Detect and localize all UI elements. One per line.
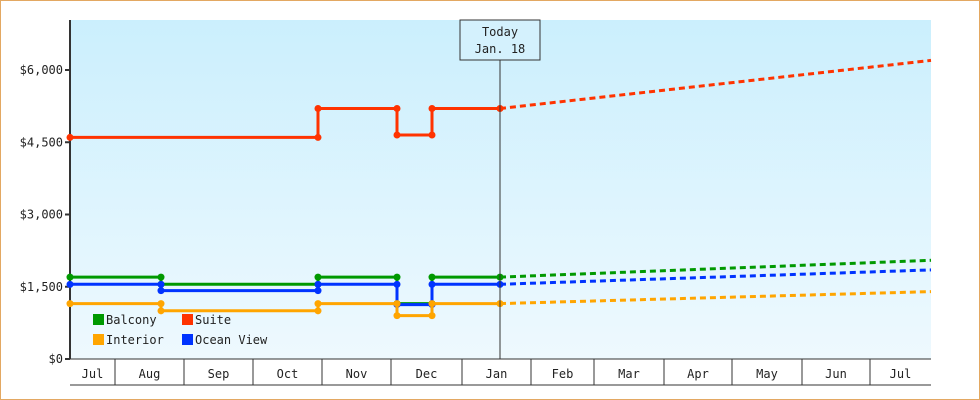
- legend-item-balcony[interactable]: Balcony: [93, 313, 157, 327]
- y-tick-label: $6,000: [20, 63, 63, 77]
- data-point[interactable]: [157, 280, 165, 288]
- month-label: Oct: [277, 367, 299, 381]
- month-label: Nov: [346, 367, 368, 381]
- data-point[interactable]: [314, 287, 322, 295]
- month-label: Aug: [139, 367, 161, 381]
- data-point[interactable]: [314, 105, 322, 113]
- data-point[interactable]: [428, 280, 436, 288]
- legend-swatch-icon: [93, 314, 104, 325]
- legend: Balcony Suite Interior Ocean View: [93, 313, 268, 347]
- today-label: Today: [482, 25, 518, 39]
- legend-label: Suite: [195, 313, 231, 327]
- y-tick-label: $3,000: [20, 208, 63, 222]
- y-tick-label: $4,500: [20, 135, 63, 149]
- month-label: Apr: [687, 367, 709, 381]
- data-point[interactable]: [314, 273, 322, 281]
- data-point[interactable]: [428, 300, 436, 308]
- y-tick-label: $1,500: [20, 280, 63, 294]
- data-point[interactable]: [314, 133, 322, 141]
- data-point[interactable]: [428, 273, 436, 281]
- data-point[interactable]: [66, 300, 74, 308]
- month-label: May: [756, 367, 778, 381]
- legend-label: Interior: [106, 333, 164, 347]
- data-point[interactable]: [393, 300, 401, 308]
- projected-line: [499, 268, 932, 286]
- month-label: Jan: [486, 367, 508, 381]
- series-suite: [66, 58, 932, 141]
- data-point[interactable]: [314, 307, 322, 315]
- month-label: Jul: [890, 367, 912, 381]
- legend-swatch-icon: [182, 314, 193, 325]
- historical-line: [70, 107, 500, 139]
- month-label: Dec: [416, 367, 438, 381]
- historical-line: [70, 302, 500, 318]
- data-point[interactable]: [393, 105, 401, 113]
- y-tick-label: $0: [49, 352, 63, 366]
- data-point[interactable]: [157, 307, 165, 315]
- data-point[interactable]: [314, 300, 322, 308]
- data-point[interactable]: [393, 131, 401, 139]
- today-box: [459, 19, 541, 61]
- legend-label: Ocean View: [195, 333, 268, 347]
- data-point[interactable]: [66, 273, 74, 281]
- month-label: Mar: [618, 367, 640, 381]
- today-marker: Today Jan. 18: [459, 19, 541, 359]
- month-label: Feb: [552, 367, 574, 381]
- legend-label: Balcony: [106, 313, 157, 327]
- legend-swatch-icon: [182, 334, 193, 345]
- month-label: Sep: [208, 367, 230, 381]
- legend-swatch-icon: [93, 334, 104, 345]
- legend-item-ocean-view[interactable]: Ocean View: [182, 333, 268, 347]
- today-date: Jan. 18: [475, 42, 526, 56]
- data-point[interactable]: [157, 300, 165, 308]
- projected-line: [499, 58, 932, 110]
- projected-line: [499, 258, 932, 279]
- data-point[interactable]: [157, 273, 165, 281]
- month-label: Jul: [82, 367, 104, 381]
- data-point[interactable]: [66, 133, 74, 141]
- data-point[interactable]: [393, 280, 401, 288]
- legend-item-suite[interactable]: Suite: [182, 313, 231, 327]
- data-point[interactable]: [314, 280, 322, 288]
- data-point[interactable]: [428, 105, 436, 113]
- projected-line: [499, 290, 932, 306]
- y-axis: $0 $1,500 $3,000 $4,500 $6,000: [20, 20, 71, 366]
- data-point[interactable]: [66, 280, 74, 288]
- data-point[interactable]: [428, 131, 436, 139]
- x-axis: Jul Aug Sep Oct Nov Dec Jan Feb Mar Apr May Jun Jul: [70, 358, 931, 386]
- series-interior: [66, 290, 932, 320]
- data-point[interactable]: [428, 312, 436, 320]
- series-lines: [66, 58, 932, 320]
- data-point[interactable]: [393, 312, 401, 320]
- legend-item-interior[interactable]: Interior: [93, 333, 164, 347]
- data-point[interactable]: [157, 287, 165, 295]
- month-label: Jun: [825, 367, 847, 381]
- data-point[interactable]: [393, 273, 401, 281]
